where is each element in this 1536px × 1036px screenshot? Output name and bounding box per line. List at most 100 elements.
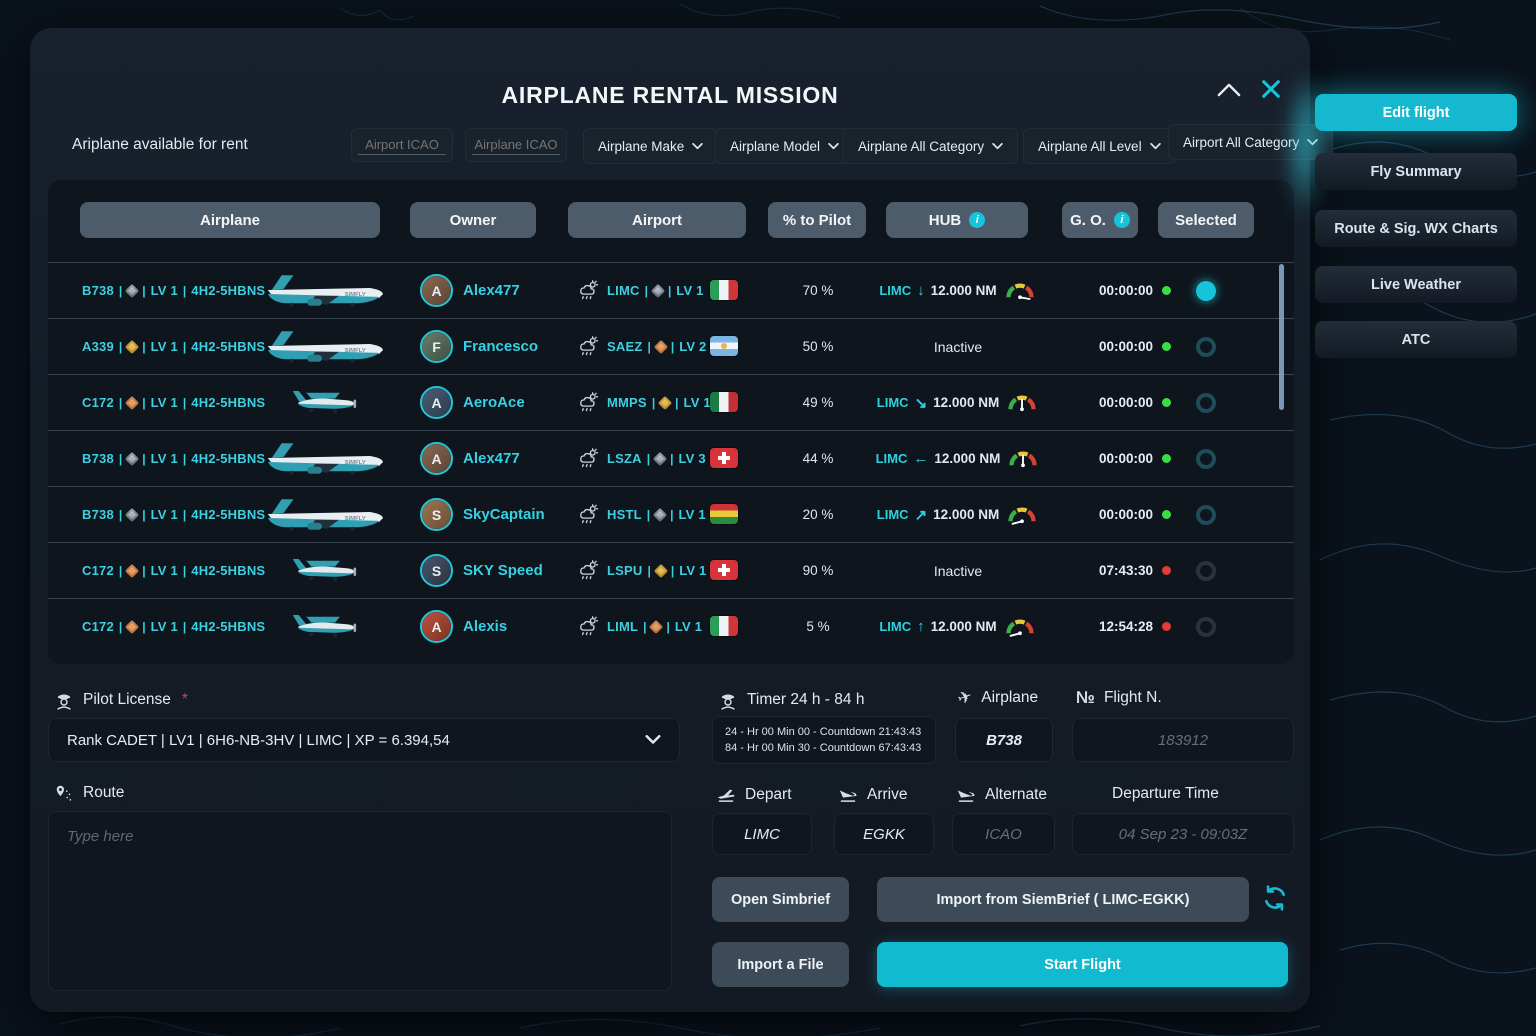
go-cell: 00:00:00: [1070, 319, 1200, 374]
chevron-down-icon: [645, 735, 661, 744]
select-radio[interactable]: [1196, 504, 1216, 525]
weather-icon: [580, 448, 599, 468]
header-owner[interactable]: Owner: [410, 202, 536, 238]
header-airplane[interactable]: Airplane: [80, 202, 380, 238]
airplane-level-dropdown[interactable]: Airplane All Level: [1023, 128, 1176, 164]
aircraft-cell: B738 | | LV 1 | 4H2-5HBNS: [82, 283, 266, 298]
hub-cell: LIMC ↗ 12.000 NM: [848, 487, 1068, 542]
airplane-category-dropdown[interactable]: Airplane All Category: [843, 128, 1019, 164]
go-cell: 07:43:30: [1070, 543, 1200, 598]
aircraft-code: B738: [82, 283, 114, 298]
owner-avatar: A: [420, 442, 453, 475]
start-flight-button[interactable]: Start Flight: [877, 942, 1288, 987]
depart-input[interactable]: [713, 824, 811, 844]
airport-code: LIML: [607, 619, 639, 634]
header-go[interactable]: G. O. i: [1062, 202, 1138, 238]
aircraft-cell: C172 | | LV 1 | 4H2-5HBNS: [82, 395, 266, 410]
pct-to-pilot-value: 50 %: [802, 339, 834, 354]
aircraft-code: C172: [82, 563, 114, 578]
header-pct-to-pilot[interactable]: % to Pilot: [768, 202, 866, 238]
flight-number-input[interactable]: [1073, 730, 1293, 750]
hub-cell: LIMC ↑ 12.000 NM: [848, 599, 1068, 654]
hub-distance: 12.000 NM: [930, 619, 997, 634]
owner-name: Francesco: [463, 338, 539, 355]
header-airport[interactable]: Airport: [568, 202, 746, 238]
status-dot: [1162, 398, 1172, 407]
import-siembrief-button[interactable]: Import from SiemBrief ( LIMC-EGKK): [877, 877, 1249, 922]
aircraft-code: B738: [82, 507, 114, 522]
airport-icao-field[interactable]: [351, 128, 453, 162]
select-radio[interactable]: [1196, 392, 1216, 413]
sidebar-item-live-weather[interactable]: Live Weather: [1315, 266, 1517, 303]
hub-distance: 12.000 NM: [933, 507, 1000, 522]
table-row[interactable]: B738 | | LV 1 | 4H2-5HBNS A Alex477 LSZA…: [48, 430, 1294, 486]
pct-to-pilot-value: 49 %: [802, 395, 834, 410]
airplane-icon: ✈: [955, 686, 975, 709]
owner-avatar: A: [420, 274, 453, 307]
owner-cell: A AeroAce: [420, 375, 525, 430]
status-dot: [1162, 622, 1172, 631]
select-radio[interactable]: [1196, 560, 1216, 581]
airplane-image: [267, 275, 384, 307]
airport-category-dropdown[interactable]: Airport All Category: [1168, 124, 1334, 160]
table-row[interactable]: C172 | | LV 1 | 4H2-5HBNS S SKY Speed LS…: [48, 542, 1294, 598]
close-icon[interactable]: [1258, 76, 1284, 102]
owner-cell: A Alex477: [420, 263, 520, 318]
table-row[interactable]: B738 | | LV 1 | 4H2-5HBNS S SkyCaptain H…: [48, 486, 1294, 542]
hub-status-inactive: Inactive: [933, 338, 983, 355]
info-icon[interactable]: i: [969, 212, 986, 228]
table-row[interactable]: C172 | | LV 1 | 4H2-5HBNS A AeroAce MMPS…: [48, 374, 1294, 430]
chevron-down-icon: [1307, 138, 1319, 145]
info-icon[interactable]: i: [1113, 212, 1130, 228]
table-row[interactable]: C172 | | LV 1 | 4H2-5HBNS A Alexis LIML …: [48, 598, 1294, 654]
import-file-button[interactable]: Import a File: [712, 942, 849, 987]
select-radio[interactable]: [1196, 616, 1216, 637]
airplane-icao-field[interactable]: [465, 128, 567, 162]
sidebar-item-atc[interactable]: ATC: [1315, 321, 1517, 358]
table-scrollbar[interactable]: [1279, 264, 1284, 410]
aircraft-registration: 4H2-5HBNS: [191, 339, 266, 354]
alternate-input[interactable]: [953, 824, 1054, 844]
header-hub[interactable]: HUB i: [886, 202, 1028, 238]
airplane-make-dropdown[interactable]: Airplane Make: [583, 128, 719, 164]
hub-distance: 12.000 NM: [934, 451, 1001, 466]
sidebar-item-edit-flight[interactable]: Edit flight: [1315, 94, 1517, 131]
hub-status-active: LIMC ↑ 12.000 NM: [879, 616, 1036, 637]
sidebar-item-fly-summary[interactable]: Fly Summary: [1315, 153, 1517, 190]
departure-time-field: [1072, 813, 1294, 855]
select-radio[interactable]: [1196, 336, 1216, 357]
select-radio[interactable]: [1196, 280, 1216, 301]
arrive-input[interactable]: [835, 824, 933, 844]
rental-table: Airplane Owner Airport % to Pilot HUB i G…: [48, 180, 1294, 664]
table-row[interactable]: A339 | | LV 1 | 4H2-5HBNS F Francesco SA…: [48, 318, 1294, 374]
arrive-label: Arrive: [838, 785, 907, 805]
hub-code: LIMC: [879, 619, 912, 634]
go-timer: 07:43:30: [1098, 563, 1154, 578]
airplane-icao-input[interactable]: [472, 135, 560, 155]
airport-level: LV 1: [676, 283, 704, 298]
weather-icon: [580, 280, 599, 300]
departure-time-input[interactable]: [1073, 824, 1293, 844]
chevron-down-icon: [1149, 142, 1161, 149]
collapse-button[interactable]: [1216, 76, 1242, 102]
sync-icon[interactable]: [1262, 885, 1288, 911]
route-input[interactable]: [49, 812, 671, 990]
aircraft-level: LV 1: [150, 507, 178, 522]
pilot-license-dropdown[interactable]: Rank CADET | LV1 | 6H6-NB-3HV | LIMC | X…: [48, 718, 680, 762]
open-simbrief-button[interactable]: Open Simbrief: [712, 877, 849, 922]
airport-cell: HSTL | | LV 1: [576, 487, 706, 542]
timer-box: 24 - Hr 00 Min 00 - Countdown 21:43:43 8…: [712, 716, 936, 764]
aircraft-registration: 4H2-5HBNS: [191, 283, 266, 298]
sidebar-item-route-wx-charts[interactable]: Route & Sig. WX Charts: [1315, 210, 1517, 247]
select-radio[interactable]: [1196, 448, 1216, 469]
hub-distance: 12.000 NM: [933, 395, 1000, 410]
chevron-down-icon: [692, 142, 704, 149]
header-selected[interactable]: Selected: [1158, 202, 1254, 238]
table-row[interactable]: B738 | | LV 1 | 4H2-5HBNS A Alex477 LIMC…: [48, 262, 1294, 318]
airport-icao-input[interactable]: [358, 135, 446, 155]
hub-distance: 12.000 NM: [930, 283, 997, 298]
aircraft-code: B738: [82, 451, 114, 466]
airplane-image: [267, 443, 384, 475]
airplane-model-dropdown[interactable]: Airplane Model: [715, 128, 855, 164]
aircraft-registration: 4H2-5HBNS: [191, 507, 266, 522]
